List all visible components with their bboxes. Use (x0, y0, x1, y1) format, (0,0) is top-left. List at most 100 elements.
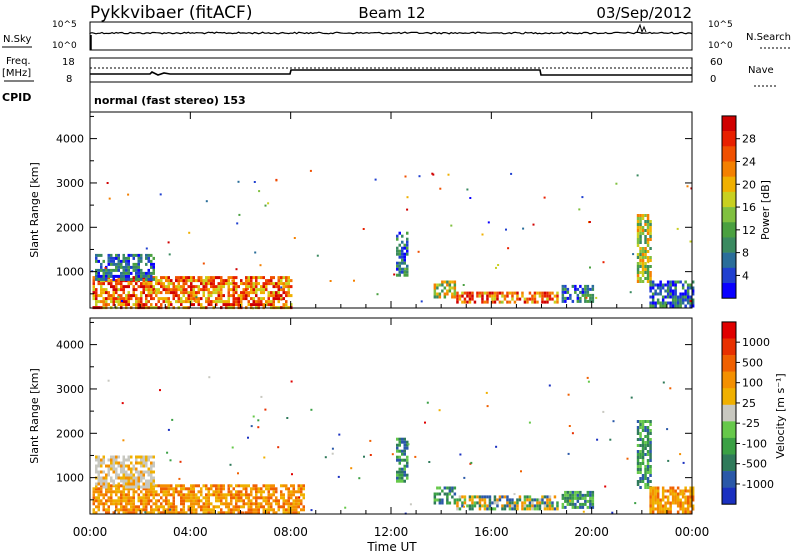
velocity-region-1 (95, 455, 155, 489)
colorbar-tick-label: 4 (742, 269, 749, 282)
velocity-colorbar: 1000 500 100 25 -25 -100 -500 -1000 (721, 321, 774, 505)
noise-left-label: N.Sky (3, 34, 31, 45)
cpid-label: CPID (2, 91, 31, 104)
freq-right-tick-bottom: 0 (710, 74, 716, 85)
freq-lines (90, 67, 692, 76)
freq-panel-frame (89, 57, 693, 83)
power-colorbar-label: Power [dB] (759, 180, 772, 240)
beam-title: Beam 12 (358, 4, 425, 22)
y-tick-label: 4000 (56, 339, 84, 352)
x-tick-label: 12:00 (374, 525, 409, 539)
x-tick-label: 00:00 (73, 525, 108, 539)
velocity-region-7 (649, 486, 695, 514)
colorbar-segment (722, 388, 736, 406)
power-region-6 (636, 214, 652, 283)
x-tick-label: 08:00 (273, 525, 308, 539)
noise-panel-frame (89, 21, 693, 51)
velocity-speckles (107, 376, 686, 515)
freq-line (90, 69, 692, 76)
radar-title: Pykkvibaer (fitACF) (90, 3, 252, 23)
y-tick-label: 2000 (56, 221, 84, 234)
velocity-colorbar-label: Velocity [m s⁻¹] (774, 373, 787, 458)
power-region-7 (649, 280, 695, 308)
colorbar-tick-label: -1000 (742, 478, 774, 491)
colorbar-segment (722, 421, 736, 439)
power-region-2 (396, 231, 409, 277)
x-tick-label: 00:00 (675, 525, 710, 539)
colorbar-tick-label: 8 (742, 247, 749, 260)
colorbar-segment (722, 115, 736, 132)
colorbar-tick-label: 25 (742, 397, 756, 410)
colorbar-segment (722, 437, 736, 455)
colorbar-segment (722, 338, 736, 356)
y-tick-label: 4000 (56, 133, 84, 146)
power-y-label: Slant Range [km] (28, 162, 41, 258)
velocity-region-5 (561, 490, 595, 509)
velocity-heatmap (92, 376, 695, 515)
power-heatmap (91, 169, 695, 310)
colorbar-segment (722, 283, 736, 299)
freq-left-tick-top: 18 (62, 57, 75, 68)
colorbar-segment (722, 161, 736, 177)
date-title: 03/Sep/2012 (596, 4, 692, 22)
velocity-region-6 (636, 420, 652, 489)
colorbar-segment (722, 321, 736, 339)
velocity-y-axis: 1000 2000 3000 4000 (56, 321, 692, 501)
noise-right-label: N.Search (746, 32, 791, 43)
colorbar-tick-label: 16 (742, 201, 756, 214)
noise-left-tick-top: 10^5 (52, 20, 77, 30)
y-tick-label: 1000 (56, 266, 84, 279)
velocity-region-2 (396, 437, 409, 483)
colorbar-segment (722, 355, 736, 372)
colorbar-segment (722, 237, 736, 253)
colorbar-segment (722, 267, 736, 284)
colorbar-segment (722, 191, 736, 208)
noise-left-tick-bottom: 10^0 (52, 41, 77, 51)
x-axis: 00:00 04:00 08:00 12:00 16:00 20:00 00:00 (73, 112, 710, 539)
colorbar-segment (722, 454, 736, 472)
x-tick-label: 04:00 (173, 525, 208, 539)
colorbar-segment (722, 207, 736, 223)
colorbar-tick-label: 12 (742, 224, 756, 237)
x-tick-label: 20:00 (574, 525, 609, 539)
power-region-3 (433, 280, 457, 299)
freq-left-tick-bottom: 8 (66, 74, 72, 85)
colorbar-segment (722, 404, 736, 422)
x-axis-label: Time UT (366, 540, 417, 554)
power-region-5 (561, 284, 595, 303)
colorbar-segment (722, 222, 736, 238)
y-tick-label: 2000 (56, 427, 84, 440)
noise-right-tick-bottom: 10^0 (708, 41, 733, 51)
y-tick-label: 3000 (56, 177, 84, 190)
freq-left-label-2: [MHz] (2, 68, 31, 79)
colorbar-segment (722, 146, 736, 162)
velocity-region-3 (433, 486, 457, 505)
colorbar-tick-label: 24 (742, 155, 756, 168)
colorbar-tick-label: 28 (742, 133, 756, 146)
colorbar-frame (721, 321, 737, 505)
noise-lines (89, 23, 693, 50)
velocity-region-0 (92, 484, 305, 515)
freq-right-label: Nave (748, 65, 774, 76)
colorbar-tick-label: 100 (742, 377, 763, 390)
x-tick-label: 16:00 (474, 525, 509, 539)
colorbar-tick-label: 1000 (742, 336, 770, 349)
velocity-region-4 (456, 495, 559, 511)
colorbar-tick-label: -25 (742, 417, 760, 430)
noise-right-tick-top: 10^5 (708, 20, 733, 30)
colorbar-segment (722, 371, 736, 389)
colorbar-segment (722, 471, 736, 488)
cpid-value: normal (fast stereo) 153 (94, 94, 246, 107)
power-colorbar: 28 24 20 16 12 8 4 (721, 115, 756, 299)
colorbar-segment (722, 131, 736, 147)
power-region-4 (456, 291, 559, 304)
power-region-0 (92, 276, 293, 310)
freq-left-label-1: Freq. (6, 56, 31, 67)
colorbar-tick-label: 20 (742, 178, 756, 191)
colorbar-tick-label: 500 (742, 356, 763, 369)
y-tick-label: 1000 (56, 472, 84, 485)
power-y-axis: 1000 2000 3000 4000 (56, 115, 692, 295)
colorbar-segment (722, 252, 736, 269)
freq-right-tick-top: 60 (710, 57, 723, 68)
